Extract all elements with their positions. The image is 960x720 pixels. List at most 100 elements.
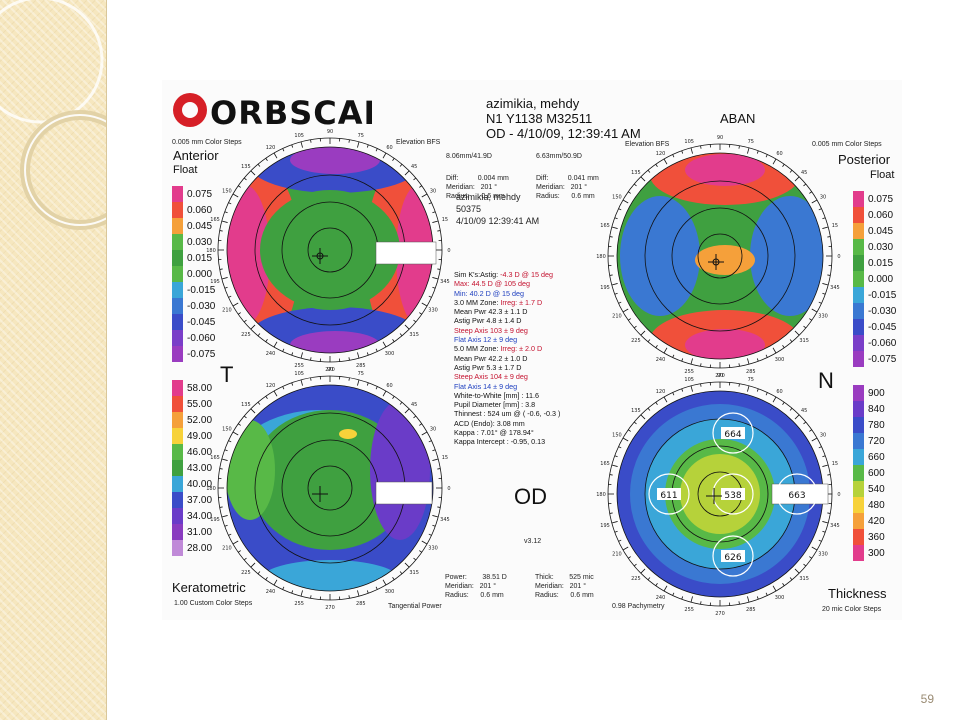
float-right-step: -0.045 bbox=[853, 319, 896, 335]
float-right-step: 0.015 bbox=[853, 255, 896, 271]
simk-astig: -4.3 D @ 15 deg bbox=[500, 270, 553, 279]
float-right-label: 0.060 bbox=[868, 209, 894, 221]
degree-tick bbox=[432, 220, 439, 223]
degree-label: 225 bbox=[241, 332, 251, 338]
power-swatch bbox=[172, 476, 183, 492]
degree-tick bbox=[640, 176, 646, 182]
degree-tick bbox=[809, 191, 812, 194]
thickness-swatch bbox=[853, 497, 864, 513]
degree-tick bbox=[257, 163, 261, 167]
zone3-flat: Flat Axis 12 ± 9 deg bbox=[454, 335, 518, 345]
float-left-step: -0.015 bbox=[172, 282, 215, 298]
degree-label: 135 bbox=[631, 170, 641, 176]
thickness-readout: Thick: 525 mic Meridian: 201 ° Radius: 0… bbox=[535, 574, 594, 599]
thickness-swatch bbox=[853, 481, 864, 497]
site-label: ABAN bbox=[720, 111, 756, 126]
degree-label: 210 bbox=[222, 308, 232, 314]
float-left-swatch bbox=[172, 314, 183, 330]
thickness-label: 600 bbox=[868, 467, 885, 479]
degree-label: 105 bbox=[294, 133, 304, 139]
slide-side-band bbox=[0, 0, 107, 720]
degree-tick bbox=[747, 358, 750, 365]
degree-tick bbox=[690, 358, 693, 365]
degree-tick bbox=[357, 379, 360, 386]
degree-tick bbox=[265, 339, 268, 342]
thickness-scale: 900 840 780 720 660 600 540 480 420 360 300 bbox=[853, 385, 885, 561]
degree-label: 105 bbox=[684, 139, 694, 145]
zone5-irreg: Irreg: ± 2.0 D bbox=[500, 344, 543, 354]
thickness-swatch bbox=[853, 465, 864, 481]
degree-label: 210 bbox=[612, 314, 622, 320]
power-label: 52.00 bbox=[187, 414, 213, 426]
degree-tick bbox=[282, 386, 285, 390]
float-left-step: -0.075 bbox=[172, 346, 215, 362]
degree-tick bbox=[772, 585, 777, 592]
power-step: 55.00 bbox=[172, 396, 212, 412]
power-swatch bbox=[172, 412, 183, 428]
degree-tick bbox=[794, 568, 800, 574]
power-step: 28.00 bbox=[172, 540, 212, 556]
float-left-step: 0.000 bbox=[172, 266, 215, 282]
degree-tick bbox=[221, 515, 228, 518]
thickness-label: 540 bbox=[868, 483, 885, 495]
degree-label: 45 bbox=[411, 402, 417, 408]
degree-tick bbox=[273, 390, 278, 397]
degree-tick bbox=[782, 402, 785, 405]
degree-tick bbox=[822, 530, 826, 533]
degree-tick bbox=[633, 421, 637, 425]
float-left-label: 0.045 bbox=[187, 220, 213, 232]
degree-label: 300 bbox=[385, 589, 395, 595]
float-left-step: -0.030 bbox=[172, 298, 215, 314]
degree-label: 0 bbox=[837, 492, 840, 498]
degree-label: 195 bbox=[210, 279, 220, 285]
degree-label: 75 bbox=[748, 139, 754, 145]
degree-tick bbox=[392, 577, 395, 580]
float-left-swatch bbox=[172, 250, 183, 266]
degree-label: 105 bbox=[294, 371, 304, 377]
degree-tick bbox=[232, 193, 239, 198]
degree-tick bbox=[224, 211, 228, 214]
degree-label: 105 bbox=[684, 377, 694, 383]
float-right-step: 0.075 bbox=[853, 191, 896, 207]
degree-label: 345 bbox=[830, 285, 840, 291]
degree-tick bbox=[614, 530, 618, 533]
degree-tick bbox=[375, 386, 378, 390]
degree-tick bbox=[655, 164, 658, 167]
degree-tick bbox=[265, 396, 268, 399]
degree-tick bbox=[419, 423, 422, 426]
degree-label: 345 bbox=[830, 523, 840, 529]
degree-tick bbox=[794, 414, 800, 420]
power-step: 46.00 bbox=[172, 444, 212, 460]
degree-tick bbox=[700, 601, 702, 605]
thick-point-top: 664 bbox=[724, 430, 741, 440]
degree-tick bbox=[282, 148, 285, 152]
float-right-step: 0.030 bbox=[853, 239, 896, 255]
degree-label: 120 bbox=[656, 151, 666, 157]
degree-tick bbox=[228, 533, 232, 536]
degree-tick bbox=[232, 302, 239, 307]
degree-tick bbox=[633, 183, 637, 187]
degree-tick bbox=[232, 540, 239, 545]
float-right-swatch bbox=[853, 319, 864, 335]
degree-label: 30 bbox=[820, 195, 826, 201]
zone-ring bbox=[671, 207, 769, 305]
degree-tick bbox=[672, 354, 675, 358]
degree-label: 30 bbox=[430, 189, 436, 195]
posterior-subtitle: Float bbox=[870, 169, 895, 181]
degree-label: 75 bbox=[358, 371, 364, 377]
degree-label: 345 bbox=[440, 279, 450, 285]
posterior-bfs: 6.63mm/50.9D bbox=[536, 153, 582, 160]
float-right-label: 0.015 bbox=[868, 257, 894, 269]
zone-ring bbox=[697, 233, 743, 279]
degree-tick bbox=[772, 158, 777, 165]
float-left-label: -0.060 bbox=[187, 332, 216, 344]
float-left-label: -0.015 bbox=[187, 284, 216, 296]
thick-point-right: 663 bbox=[788, 491, 805, 501]
degree-tick bbox=[238, 550, 241, 553]
thickness-step: 660 bbox=[853, 449, 885, 465]
degree-label: 15 bbox=[442, 217, 448, 223]
degree-tick bbox=[633, 325, 637, 329]
degree-tick bbox=[655, 402, 658, 405]
degree-tick bbox=[672, 154, 675, 158]
degree-label: 60 bbox=[776, 151, 782, 157]
